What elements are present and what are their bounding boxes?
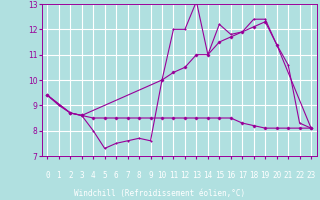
- Text: 5: 5: [102, 171, 107, 180]
- Text: 21: 21: [284, 171, 293, 180]
- Text: 19: 19: [260, 171, 270, 180]
- Text: 3: 3: [79, 171, 84, 180]
- Text: 23: 23: [307, 171, 316, 180]
- Text: 10: 10: [157, 171, 167, 180]
- Text: 11: 11: [169, 171, 178, 180]
- Text: 14: 14: [203, 171, 212, 180]
- Text: 22: 22: [295, 171, 304, 180]
- Text: Windchill (Refroidissement éolien,°C): Windchill (Refroidissement éolien,°C): [75, 189, 245, 198]
- Text: 12: 12: [180, 171, 189, 180]
- Text: 7: 7: [125, 171, 130, 180]
- Text: 6: 6: [114, 171, 118, 180]
- Text: 4: 4: [91, 171, 95, 180]
- Text: 17: 17: [238, 171, 247, 180]
- Text: 20: 20: [272, 171, 281, 180]
- Text: 0: 0: [45, 171, 50, 180]
- Text: 9: 9: [148, 171, 153, 180]
- Text: 2: 2: [68, 171, 73, 180]
- Text: 16: 16: [226, 171, 236, 180]
- Text: 8: 8: [137, 171, 141, 180]
- Text: 1: 1: [57, 171, 61, 180]
- Text: 15: 15: [215, 171, 224, 180]
- Text: 18: 18: [249, 171, 258, 180]
- Text: 13: 13: [192, 171, 201, 180]
